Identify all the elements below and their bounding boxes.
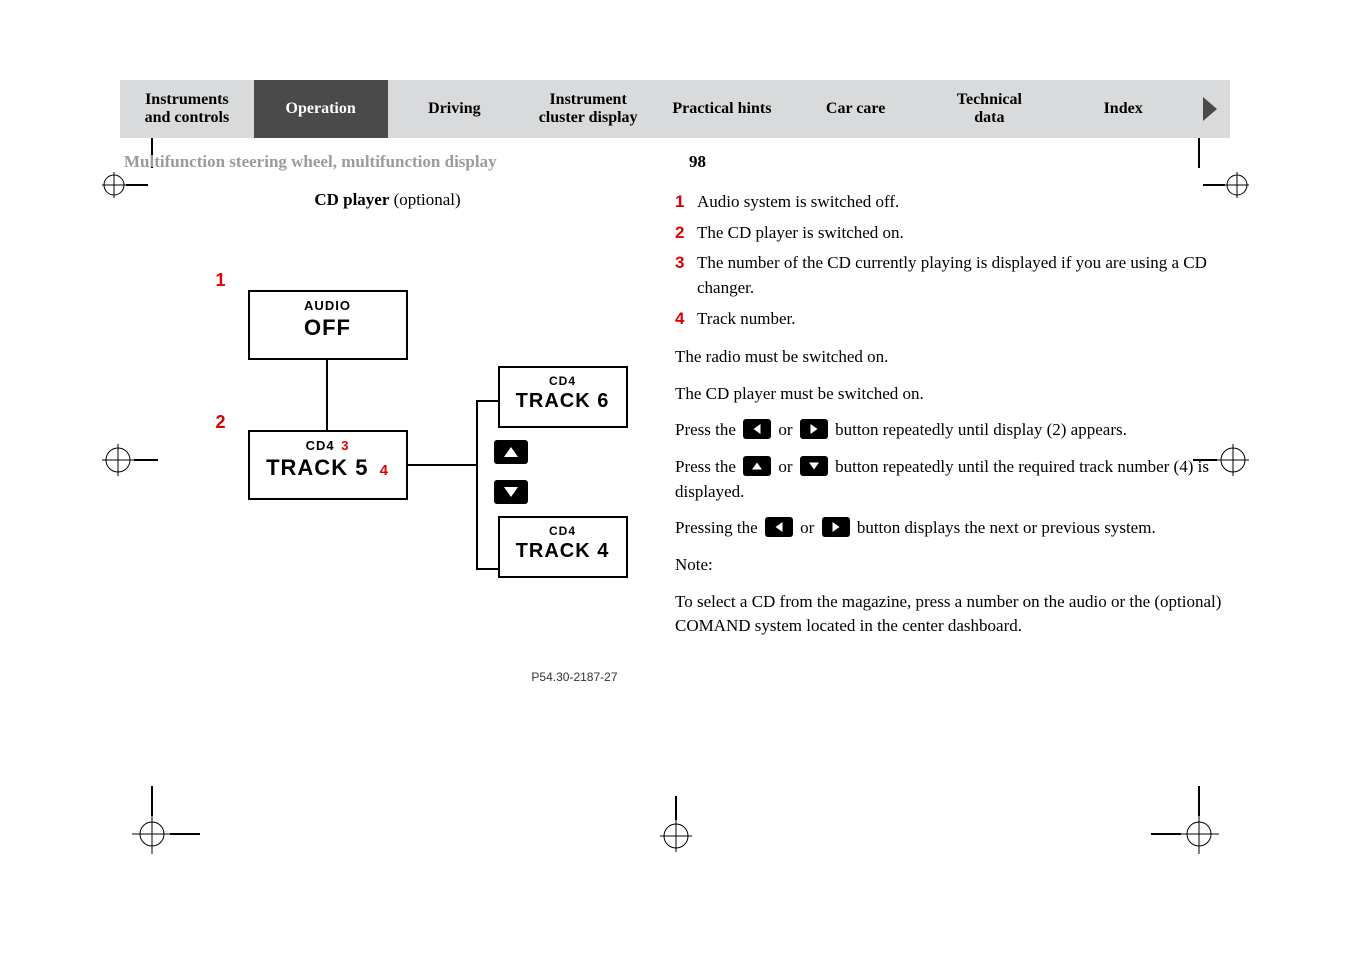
tab-index[interactable]: Index <box>1056 80 1190 138</box>
paragraph: Press the or button repeatedly until dis… <box>675 418 1230 443</box>
tab-instruments[interactable]: Instruments and controls <box>120 80 254 138</box>
prev-system-icon <box>765 517 793 537</box>
list-item: 4Track number. <box>675 307 1230 332</box>
text: or <box>778 457 796 476</box>
connector-line <box>476 400 500 402</box>
note-label: Note: <box>675 553 1230 578</box>
connector-line <box>326 360 328 430</box>
tab-label: Practical hints <box>672 100 771 118</box>
item-number: 1 <box>675 190 697 215</box>
tab-label: Instruments and controls <box>145 91 230 128</box>
crop-mark-br <box>1149 784 1219 854</box>
tab-label: Instrument cluster display <box>539 91 638 128</box>
subtitle-bold: CD player <box>314 190 389 209</box>
next-system-icon <box>822 517 850 537</box>
arrow-down-icon <box>503 486 519 498</box>
figure-number: P54.30-2187-27 <box>531 670 617 684</box>
lcd-diagram: 1 AUDIO OFF 2 CD4 3 TRACK 5 <box>158 240 618 660</box>
item-number: 4 <box>675 307 697 332</box>
prev-system-icon <box>743 419 771 439</box>
tab-instrument-cluster[interactable]: Instrument cluster display <box>521 80 655 138</box>
list-item: 2The CD player is switched on. <box>675 221 1230 246</box>
section-title: Multifunction steering wheel, multifunct… <box>124 152 497 172</box>
lcd-line1: CD4 <box>500 524 626 538</box>
page-number: 98 <box>689 152 706 172</box>
lcd-line2: TRACK 5 4 <box>250 455 406 481</box>
list-item: 3The number of the CD currently playing … <box>675 251 1230 300</box>
up-button[interactable] <box>494 440 528 464</box>
numbered-list: 1Audio system is switched off. 2The CD p… <box>675 190 1230 331</box>
arrow-up-icon <box>503 446 519 458</box>
tab-practical[interactable]: Practical hints <box>655 80 789 138</box>
tab-driving[interactable]: Driving <box>388 80 522 138</box>
tab-label: Car care <box>826 100 885 118</box>
connector-line <box>476 400 478 570</box>
lcd-up: CD4 TRACK 6 <box>498 366 628 428</box>
subtitle-rest: (optional) <box>389 190 460 209</box>
subtitle: CD player (optional) <box>120 190 655 210</box>
lcd-off: AUDIO OFF <box>248 290 408 360</box>
paragraph: Press the or button repeatedly until the… <box>675 455 1230 504</box>
tab-label: Index <box>1104 100 1143 118</box>
crop-mark-bc <box>656 794 696 854</box>
lcd-track: TRACK 5 <box>266 455 368 480</box>
down-button[interactable] <box>494 480 528 504</box>
text: button displays the next or previous sys… <box>857 518 1156 537</box>
lcd-line2: TRACK 4 <box>500 540 626 563</box>
paragraph: The radio must be switched on. <box>675 345 1230 370</box>
connector-line <box>476 568 500 570</box>
item-text: Track number. <box>697 307 796 332</box>
callout-4-inline: 4 <box>380 462 389 479</box>
tab-label: Operation <box>286 100 356 118</box>
next-system-icon <box>800 419 828 439</box>
lcd-line1: CD4 3 <box>250 438 406 453</box>
page-content: Instruments and controls Operation Drivi… <box>120 80 1230 660</box>
tab-car-care[interactable]: Car care <box>789 80 923 138</box>
track-up-icon <box>743 456 771 476</box>
lcd-line2: TRACK 6 <box>500 390 626 413</box>
connector-line <box>408 464 478 466</box>
text: or <box>778 420 796 439</box>
callout-3-inline: 3 <box>341 438 349 453</box>
lcd-main: CD4 3 TRACK 5 4 <box>248 430 408 500</box>
tab-operation[interactable]: Operation <box>254 80 388 138</box>
lcd-down: CD4 TRACK 4 <box>498 516 628 578</box>
lcd-line1: AUDIO <box>250 298 406 313</box>
text: button repeatedly until display (2) appe… <box>835 420 1127 439</box>
tab-arrow-next[interactable] <box>1190 80 1230 138</box>
tab-label: Technical data <box>957 91 1022 128</box>
lcd-cd-num: CD4 <box>306 438 335 453</box>
text: Pressing the <box>675 518 762 537</box>
callout-2: 2 <box>216 412 226 433</box>
item-text: The number of the CD currently playing i… <box>697 251 1230 300</box>
paragraph: The CD player must be switched on. <box>675 382 1230 407</box>
chevron-right-icon <box>1203 97 1217 121</box>
text: or <box>800 518 818 537</box>
list-item: 1Audio system is switched off. <box>675 190 1230 215</box>
right-column: 1Audio system is switched off. 2The CD p… <box>675 190 1230 660</box>
left-column: CD player (optional) 1 AUDIO OFF 2 CD4 <box>120 190 675 660</box>
item-number: 3 <box>675 251 697 300</box>
crop-mark-bl <box>132 784 202 854</box>
section-header: Multifunction steering wheel, multifunct… <box>120 152 1230 172</box>
lcd-line2: OFF <box>250 315 406 341</box>
tab-label: Driving <box>428 100 480 118</box>
track-down-icon <box>800 456 828 476</box>
paragraph: Pressing the or button displays the next… <box>675 516 1230 541</box>
callout-1: 1 <box>216 270 226 291</box>
content-columns: CD player (optional) 1 AUDIO OFF 2 CD4 <box>120 190 1230 660</box>
tab-technical[interactable]: Technical data <box>923 80 1057 138</box>
item-number: 2 <box>675 221 697 246</box>
item-text: The CD player is switched on. <box>697 221 904 246</box>
text: Press the <box>675 420 740 439</box>
item-text: Audio system is switched off. <box>697 190 899 215</box>
tab-bar: Instruments and controls Operation Drivi… <box>120 80 1230 138</box>
note-body: To select a CD from the magazine, press … <box>675 590 1230 639</box>
lcd-line1: CD4 <box>500 374 626 388</box>
text: Press the <box>675 457 740 476</box>
